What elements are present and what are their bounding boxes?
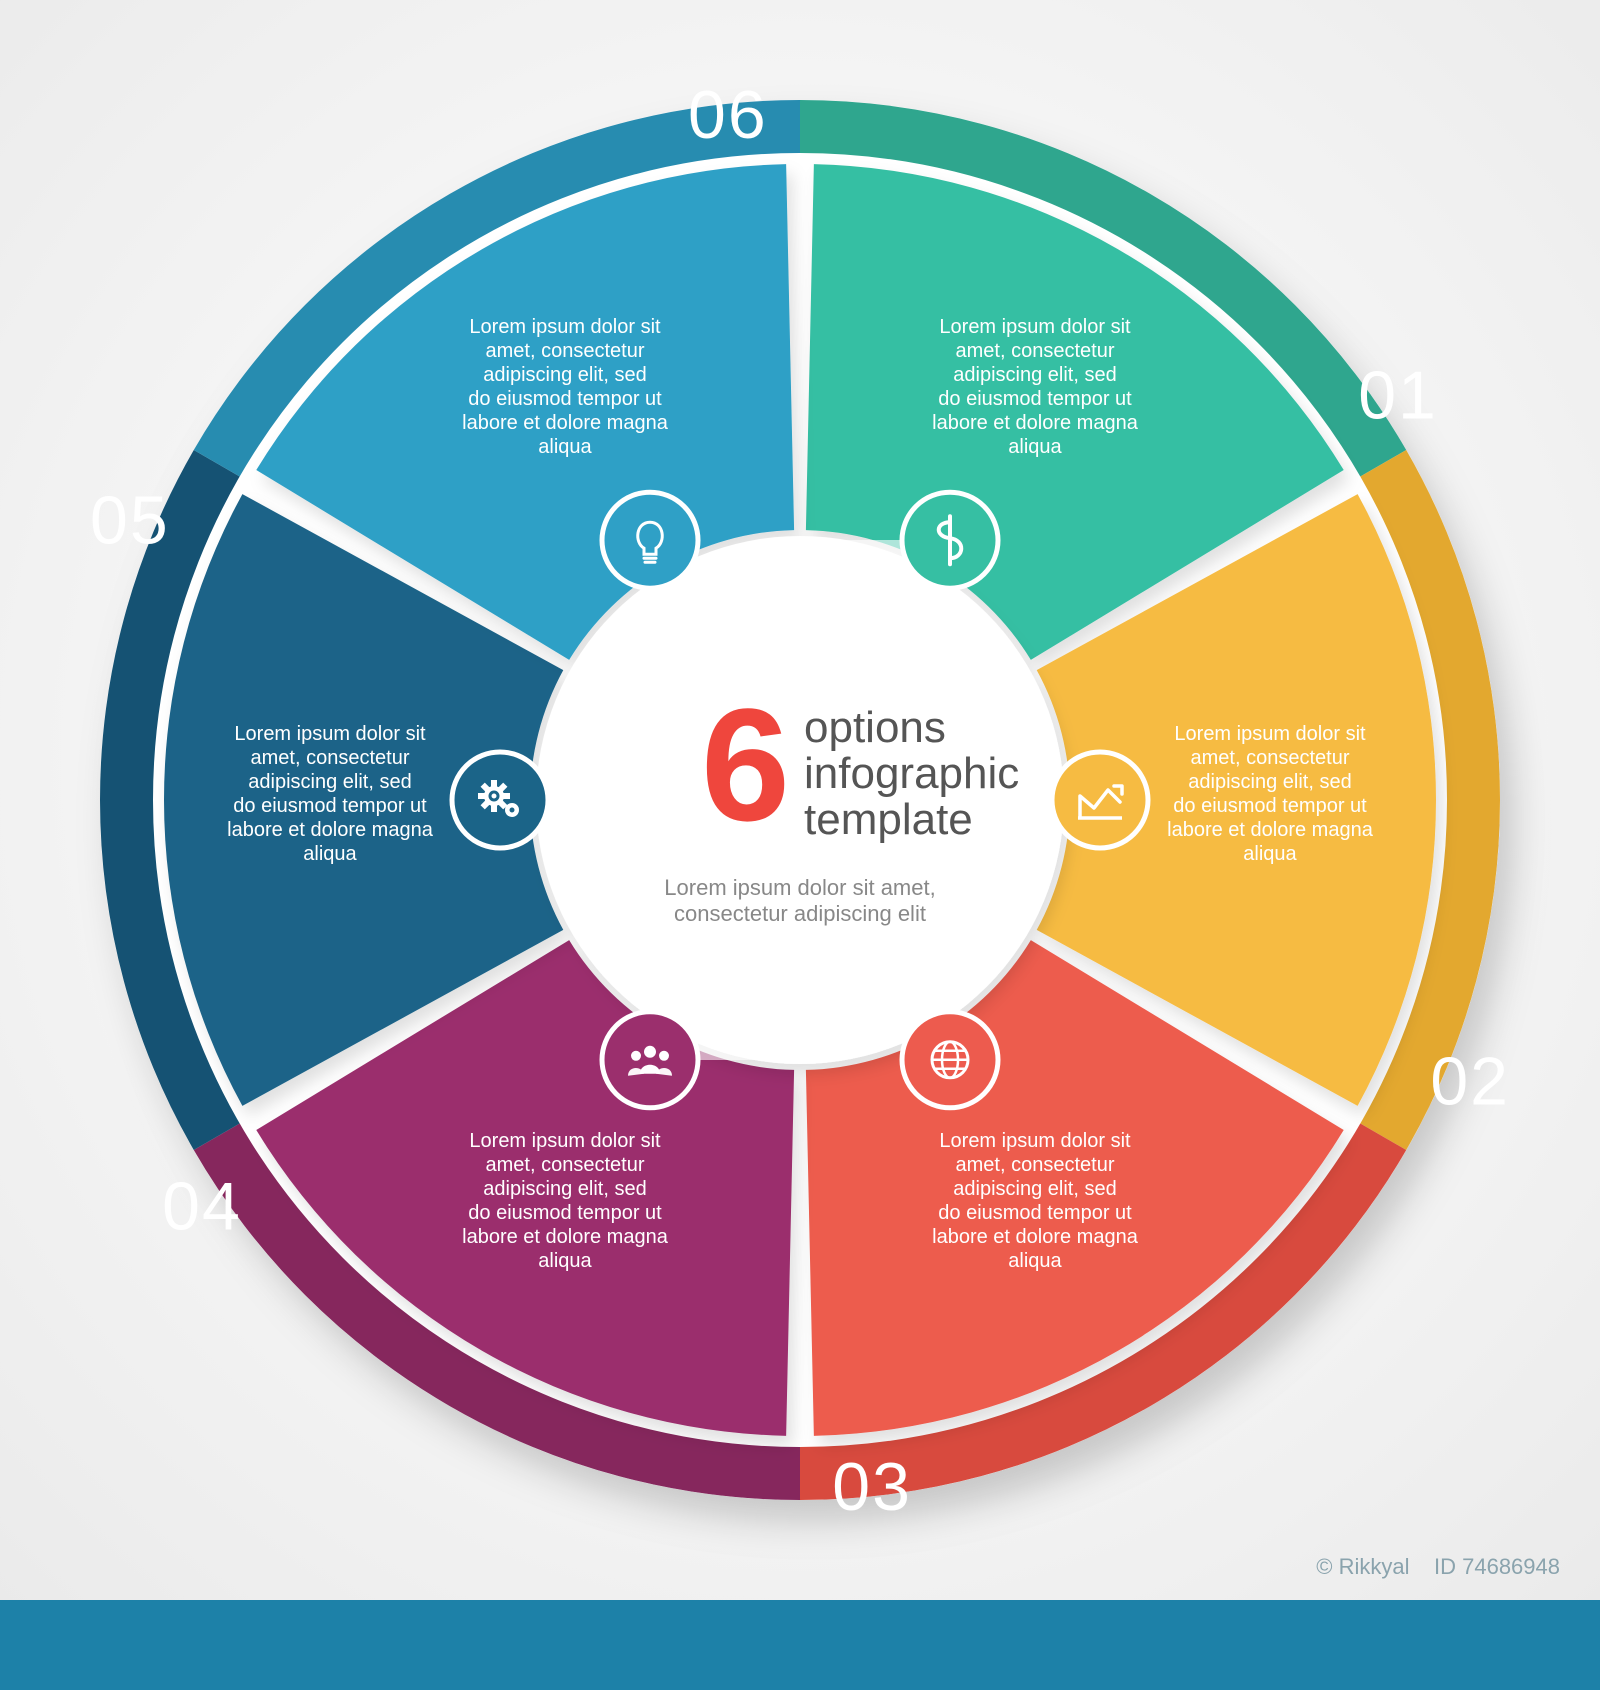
- center-line-0: options: [804, 703, 946, 752]
- attribution: © Rikkyal ID 74686948: [1316, 1554, 1560, 1580]
- bulb-icon-disc: [602, 492, 698, 588]
- segment-number-06: 06: [688, 77, 768, 153]
- segment-number-04: 04: [162, 1169, 242, 1245]
- center-big-number: 6: [701, 675, 790, 854]
- segment-number-02: 02: [1430, 1044, 1510, 1120]
- footer-bar: [0, 1600, 1600, 1690]
- segment-number-05: 05: [90, 482, 170, 558]
- center-subtext-1: consectetur adipiscing elit: [674, 901, 926, 926]
- attribution-id: ID 74686948: [1434, 1554, 1560, 1579]
- center-subtext-0: Lorem ipsum dolor sit amet,: [664, 875, 935, 900]
- attribution-author: Rikkyal: [1339, 1554, 1410, 1579]
- center-line-2: template: [804, 795, 973, 844]
- segment-number-03: 03: [832, 1449, 912, 1525]
- segment-number-01: 01: [1358, 357, 1438, 433]
- radial-infographic: Lorem ipsum dolor sitamet, consecteturad…: [0, 0, 1600, 1690]
- people-icon-disc: [602, 1012, 698, 1108]
- center-line-1: infographic: [804, 749, 1019, 798]
